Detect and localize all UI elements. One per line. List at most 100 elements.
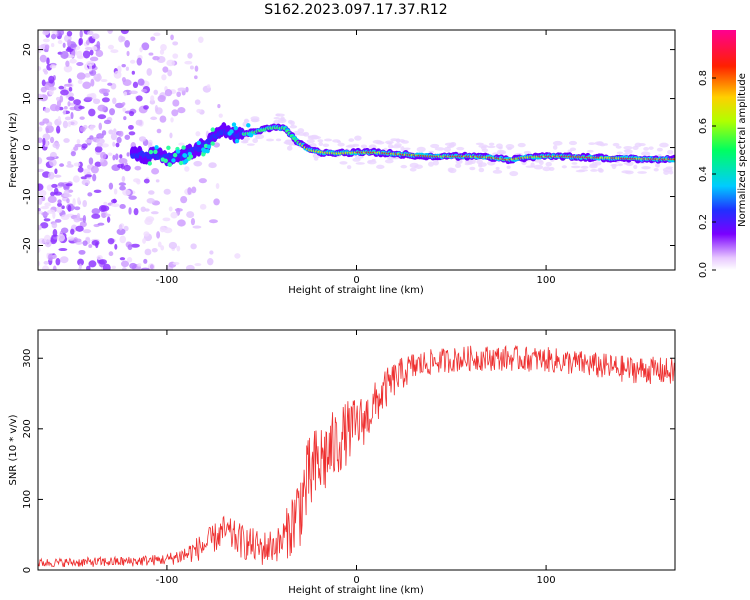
spectrogram-noise-cell — [153, 32, 161, 37]
spectrogram-noise-cell — [63, 189, 70, 198]
spectrogram-noise-cell — [120, 30, 129, 35]
spectrogram-noise-cell — [167, 69, 173, 77]
spectrogram-noise-cell — [192, 225, 202, 229]
spectrogram-noise-cell — [190, 243, 197, 250]
spectrogram-peak-cell — [248, 132, 254, 138]
spectrogram-noise-cell — [75, 225, 84, 232]
spectrogram-noise-cell — [187, 187, 192, 195]
spectrogram-noise-cell — [67, 236, 76, 241]
spectrogram-noise-cell — [57, 182, 65, 187]
spectrogram-noise-cell — [144, 248, 152, 256]
spectrogram-noise-cell — [99, 158, 105, 163]
spectrogram-noise-cell — [121, 175, 126, 183]
spectrogram-noise-cell — [213, 142, 221, 148]
spectrogram-noise-cell — [91, 213, 101, 219]
spectrogram-noise-cell — [55, 258, 61, 266]
spectrogram-noise-cell — [73, 162, 81, 167]
spectrogram-noise-cell — [162, 217, 171, 222]
spectrogram-noise-cell — [59, 163, 65, 167]
spectrogram-halo-cell — [517, 142, 526, 148]
spectrogram-halo-cell — [597, 167, 603, 173]
spectrogram-noise-cell — [136, 95, 143, 102]
spectrogram-noise-cell — [42, 38, 50, 43]
snr-panel: -100 0 100 0 100 200 300 Height of straight li… — [8, 329, 676, 596]
spectrogram-noise-cell — [91, 45, 98, 51]
spectrogram-noise-cell — [122, 79, 132, 87]
spectrogram-noise-cell — [132, 81, 139, 89]
spectrogram-noise-cell — [38, 207, 41, 212]
spectrogram-halo-cell — [443, 146, 451, 152]
spectrogram-halo-cell — [252, 138, 259, 144]
colorbar-tick-label: 0.4 — [698, 166, 709, 182]
colorbar-ticks: 0.0 0.2 0.4 0.6 0.8 — [698, 70, 716, 278]
spectrogram-halo-cell — [323, 138, 333, 142]
spectrogram-halo-cell — [542, 166, 551, 172]
spectrogram-noise-cell — [160, 43, 167, 51]
spectrogram-halo-cell — [552, 145, 558, 150]
spectrogram-noise-cell — [133, 207, 139, 216]
spectrogram-noise-cell — [161, 74, 167, 81]
spectrogram-halo-cell — [394, 143, 402, 147]
spectrogram-noise-cell — [198, 178, 207, 184]
spectrogram-noise-cell — [122, 107, 126, 112]
spectrogram-noise-cell — [94, 161, 102, 167]
spectrogram-noise-cell — [112, 154, 116, 161]
spectrogram-noise-cell — [116, 228, 126, 236]
spectrogram-noise-cell — [77, 166, 84, 173]
spectrogram-noise-cell — [107, 237, 115, 245]
spectrogram-noise-cell — [88, 108, 96, 117]
spectrogram-noise-cell — [112, 141, 116, 147]
spectrogram-noise-cell — [45, 125, 54, 133]
spectrogram-noise-cell — [113, 188, 118, 195]
spectrogram-noise-cell — [164, 88, 173, 97]
spectrogram-noise-cell — [76, 62, 84, 67]
spectrogram-noise-cell — [100, 78, 108, 83]
spectrogram-noise-cell — [196, 108, 202, 114]
spectrogram-halo-cell — [337, 142, 345, 147]
spectrogram-noise-cell — [64, 83, 73, 87]
spectrogram-noise-cell — [81, 143, 88, 149]
spectrogram-noise-cell — [115, 142, 120, 148]
spectrogram-noise-cell — [108, 129, 114, 135]
spectrogram-noise-cell — [150, 95, 155, 102]
spectrogram-noise-cell — [128, 124, 134, 130]
spectrogram-noise-cell — [123, 91, 128, 97]
spectrogram-halo-cell — [306, 139, 315, 144]
spectrogram-halo-cell — [273, 116, 281, 120]
spectrogram-halo-cell — [455, 163, 462, 169]
spectrogram-noise-cell — [54, 168, 58, 175]
spectrogram-halo-cell — [545, 161, 552, 167]
spectrogram-noise-cell — [87, 192, 93, 197]
spectrogram-noise-cell — [128, 195, 137, 200]
spectrogram-halo-cell — [243, 119, 250, 123]
spectrogram-noise-cell — [69, 58, 77, 64]
spectrogram-noise-cell — [120, 260, 130, 268]
spectrogram-noise-cell — [96, 143, 103, 147]
spectrogram-noise-cell — [136, 57, 143, 66]
spectrogram-noise-cell — [89, 135, 94, 140]
spectrogram-halo-cell — [448, 167, 457, 174]
spectrogram-noise-cell — [78, 105, 85, 110]
spectrogram-halo-cell — [476, 159, 483, 165]
spectrogram-halo-cell — [409, 167, 417, 172]
spectrogram-noise-cell — [44, 240, 52, 248]
spectrogram-x-tick-label: 0 — [353, 275, 359, 286]
spectrogram-halo-cell — [286, 145, 293, 151]
spectrogram-halo-cell — [637, 171, 647, 174]
snr-y-tick-label: 200 — [22, 419, 33, 438]
spectrogram-halo-cell — [385, 140, 394, 145]
spectrogram-noise-cell — [187, 52, 193, 59]
spectrogram-noise-cell — [169, 132, 173, 139]
spectrogram-noise-cell — [67, 39, 72, 47]
spectrogram-noise-cell — [84, 174, 92, 178]
spectrogram-halo-cell — [280, 116, 285, 122]
spectrogram-noise-cell — [84, 72, 91, 78]
spectrogram-noise-cell — [65, 183, 73, 187]
spectrogram-halo-cell — [297, 128, 305, 134]
spectrogram-noise-cell — [186, 211, 195, 219]
spectrogram-halo-cell — [624, 149, 633, 154]
spectrogram-halo-cell — [667, 149, 674, 155]
spectrogram-noise-cell — [163, 227, 173, 234]
spectrogram-noise-cell — [63, 65, 73, 73]
